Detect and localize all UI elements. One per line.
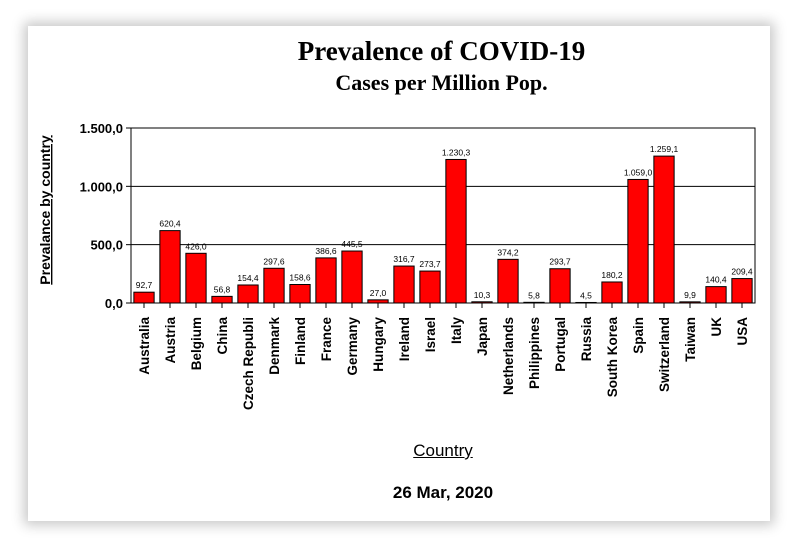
y-axis-label: Prevalance by country [37,135,53,285]
bar-israel [419,270,441,304]
bar-value-label: 293,7 [549,257,571,267]
bar-value-label: 316,7 [393,254,415,264]
bar-russia [575,301,597,304]
category-label: Portugal [553,317,568,372]
category-label: USA [735,317,750,346]
x-axis-label: Country [413,441,473,460]
bar-value-label: 56,8 [214,284,231,294]
category-label: Denmark [267,317,282,375]
category-label: Ireland [397,317,412,361]
bar-taiwan [679,301,701,304]
bar-value-label: 154,4 [237,273,259,283]
bar-france [315,257,337,304]
chart-subtitle: Cases per Million Pop. [335,70,548,95]
bar-austria [159,230,181,304]
category-label: Israel [423,317,438,352]
category-label: Philippines [527,317,542,389]
bar-uk [705,286,727,304]
bar-value-label: 445,5 [341,239,363,249]
bar-value-label: 386,6 [315,246,337,256]
bar-denmark [263,267,285,304]
bar-value-label: 1.259,1 [650,144,679,154]
bar-portugal [549,268,571,304]
y-tick-label: 0,0 [105,296,123,311]
bar-value-label: 9,9 [684,290,696,300]
chart-title: Prevalence of COVID-19 [297,36,586,66]
category-label: Finland [293,317,308,365]
category-label: Netherlands [501,317,516,395]
bar-australia [133,291,155,304]
bar-spain [627,178,649,304]
bar-value-label: 10,3 [474,290,491,300]
bar-value-label: 158,6 [289,272,311,282]
bar-value-label: 1.059,0 [624,167,653,177]
bar-japan [471,301,493,304]
bar-value-label: 426,0 [185,241,207,251]
date-caption: 26 Mar, 2020 [392,483,494,502]
bar-value-label: 1.230,3 [442,147,471,157]
category-label: Czech Republi [241,317,256,410]
category-label: Japan [475,317,490,356]
category-label: Italy [449,317,464,345]
bar-philippines [523,301,545,304]
bar-finland [289,283,311,304]
bar-value-label: 180,2 [601,270,623,280]
bar-switzerland [653,155,675,304]
bar-south-korea [601,281,623,304]
bar-ireland [393,265,415,304]
bar-value-label: 374,2 [497,247,519,257]
category-label: UK [709,317,724,337]
bar-italy [445,158,467,304]
y-tick-label: 500,0 [90,238,123,253]
bar-value-label: 5,8 [528,290,540,300]
bar-value-label: 273,7 [419,259,441,269]
category-label: China [215,317,230,355]
bar-value-label: 620,4 [159,219,181,229]
bar-czech-republi [237,284,259,304]
bar-china [211,295,233,304]
category-label: Belgium [189,317,204,370]
bar-value-label: 4,5 [580,290,592,300]
category-label: South Korea [605,317,620,398]
bar-germany [341,250,363,304]
bar-value-label: 27,0 [370,288,387,298]
bar-value-label: 209,4 [731,267,753,277]
category-label: France [319,317,334,362]
category-label: Austria [163,317,178,364]
category-label: Germany [345,317,360,376]
bar-belgium [185,252,207,304]
y-tick-label: 1.000,0 [80,179,123,194]
category-label: Taiwan [683,317,698,362]
y-tick-label: 1.500,0 [80,121,123,136]
bar-value-label: 140,4 [705,275,727,285]
category-label: Spain [631,317,646,354]
category-label: Russia [579,317,594,362]
category-label: Switzerland [657,317,672,392]
bar-value-label: 92,7 [136,280,153,290]
category-label: Hungary [371,317,386,372]
bar-value-label: 297,6 [263,256,285,266]
category-label: Australia [137,317,152,375]
bar-netherlands [497,258,519,304]
bar-usa [731,278,753,304]
bar-hungary [367,299,389,304]
